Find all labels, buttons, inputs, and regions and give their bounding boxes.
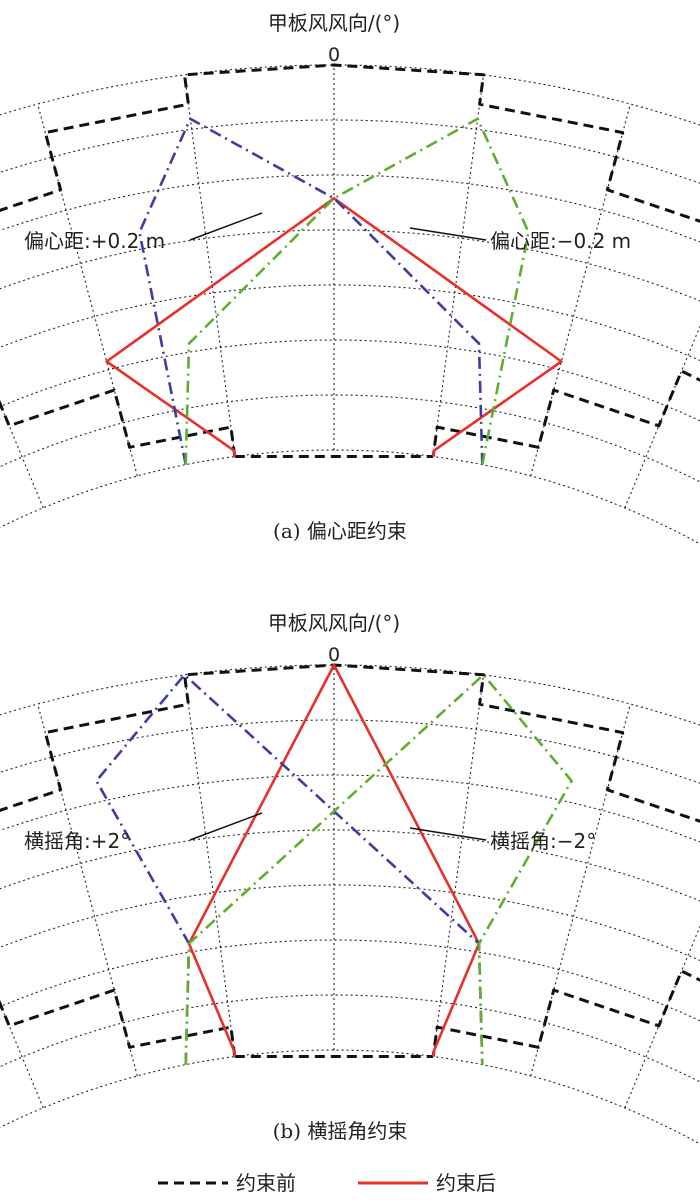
grid-spoke <box>37 703 138 1077</box>
grid-arc <box>0 829 700 902</box>
grid-arc <box>0 64 700 126</box>
series-line-0 <box>0 663 700 1057</box>
grid-arc <box>0 284 700 362</box>
grid <box>0 664 700 1145</box>
angle-axis-title: 甲板风风向/(°) <box>268 11 400 35</box>
series-line-1 <box>105 197 563 457</box>
annotation-leader <box>189 812 263 841</box>
annotation-leader <box>409 227 487 241</box>
panel-caption: (a) 偏心距约束 <box>273 519 407 543</box>
grid-arc <box>0 339 700 422</box>
grid-spoke <box>432 74 484 457</box>
grid-arc <box>0 664 700 726</box>
grid-spoke <box>624 324 700 509</box>
grid-spoke <box>432 674 484 1057</box>
series-line-3 <box>184 117 530 465</box>
panel-a: 33034502030甲板风风向/(°)111519甲板风风速/(m·s⁻¹)偏… <box>0 11 700 545</box>
grid <box>0 64 700 545</box>
angle-axis-title: 甲板风风向/(°) <box>268 611 400 635</box>
grid-spoke <box>530 703 631 1077</box>
legend-after-label: 约束后 <box>436 1171 496 1195</box>
annotation-label: 横摇角:−2° <box>490 829 596 853</box>
legend: 约束前 约束后 <box>158 1171 496 1195</box>
grid-arc <box>0 229 700 302</box>
angle-tick-label: 0 <box>328 644 340 666</box>
grid-spoke <box>184 674 236 1057</box>
legend-before-label: 约束前 <box>236 1171 296 1195</box>
grid-arc <box>0 884 700 962</box>
grid-spoke <box>184 74 236 457</box>
series-line-1 <box>187 663 481 1057</box>
grid-spoke <box>530 103 631 477</box>
angle-tick-label: 0 <box>328 44 340 66</box>
series-line-2 <box>95 673 484 1065</box>
grid-arc <box>0 174 700 243</box>
grid-arc <box>0 774 700 843</box>
annotation-leader <box>189 212 263 241</box>
annotation-leader <box>409 827 487 841</box>
series-line-0 <box>0 63 700 457</box>
annotation-label: 横摇角:+2° <box>24 829 130 853</box>
annotation-label: 偏心距:−0.2 m <box>490 229 631 253</box>
grid-spoke <box>0 402 44 509</box>
series-line-3 <box>184 673 573 1065</box>
grid-spoke <box>0 1002 44 1109</box>
grid-spoke <box>37 103 138 477</box>
grid-arc <box>0 939 700 1022</box>
panel-caption: (b) 横摇角约束 <box>273 1119 408 1143</box>
panel-b: 33034501530甲板风风向/(°)11151923甲板风风速/(m·s⁻¹… <box>0 611 700 1145</box>
annotation-label: 偏心距:+0.2 m <box>24 229 165 253</box>
grid-spoke <box>624 924 700 1109</box>
series-line-2 <box>138 117 484 465</box>
